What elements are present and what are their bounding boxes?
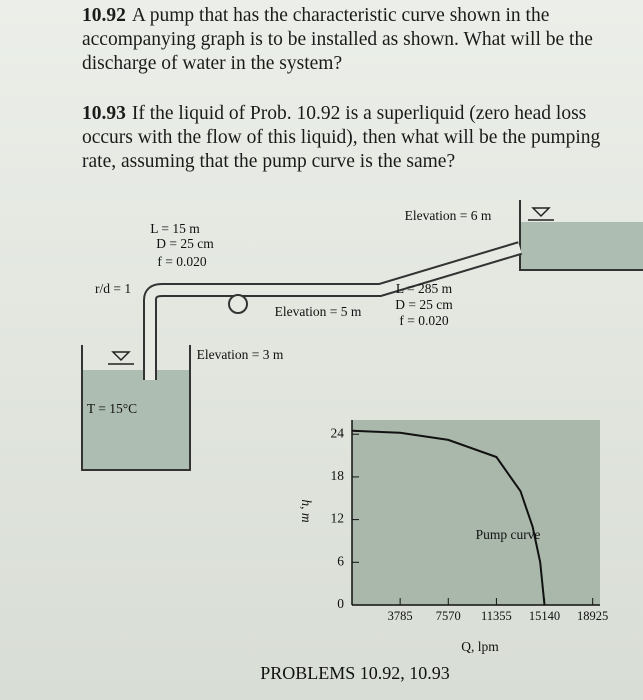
x-tick-label: 3785 [388,609,413,623]
diagram-label: Elevation = 5 m [275,304,362,319]
y-tick-label: 24 [331,425,345,440]
pump-curve [351,429,546,606]
x-axis-label: Q, lpm [461,639,499,654]
graph-area [352,420,600,605]
left-water [82,370,190,470]
diagram-label: L = 15 m [150,221,200,236]
problem: 10.93 If the liquid of Prob. 10.92 is a s… [82,102,602,174]
water-level-symbol [108,207,554,365]
caption: PROBLEMS 10.92, 10.93 [260,663,450,683]
x-tick-label: 11355 [481,609,512,623]
problem-number: 10.92 [82,5,126,26]
diagram-label: Elevation = 3 m [197,347,284,362]
diagram-label: Elevation = 6 m [405,208,492,223]
diagram-label: D = 25 cm [156,236,214,251]
diagram-label: T = 15°C [87,401,137,416]
x-tick-label: 15140 [529,609,560,623]
x-tick-label: 7570 [436,609,461,623]
diagram-label: r/d = 1 [95,281,131,296]
problem-number: 10.93 [82,103,126,124]
y-tick-label: 0 [337,596,344,611]
y-axis-label: h, m [299,499,314,523]
pipe-inner [145,243,522,380]
y-tick-label: 18 [331,468,345,483]
y-tick-label: 12 [331,511,345,526]
problem-text: A pump that has the characteristic curve… [82,5,593,74]
x-tick-label: 18925 [577,609,608,623]
right-water [520,222,643,270]
diagram-label: L = 285 m [396,281,453,296]
diagram-label: f = 0.020 [399,313,448,328]
left-tank [81,345,191,471]
diagram-label: f = 0.020 [157,254,206,269]
y-tick-label: 6 [337,553,344,568]
diagram-label: D = 25 cm [395,297,453,312]
right-tank [519,200,643,271]
pump [228,294,248,314]
problem: 10.92 A pump that has the characteristic … [82,4,602,76]
curve-label: Pump curve [476,527,541,542]
problem-text: If the liquid of Prob. 10.92 is a superl… [82,103,601,172]
